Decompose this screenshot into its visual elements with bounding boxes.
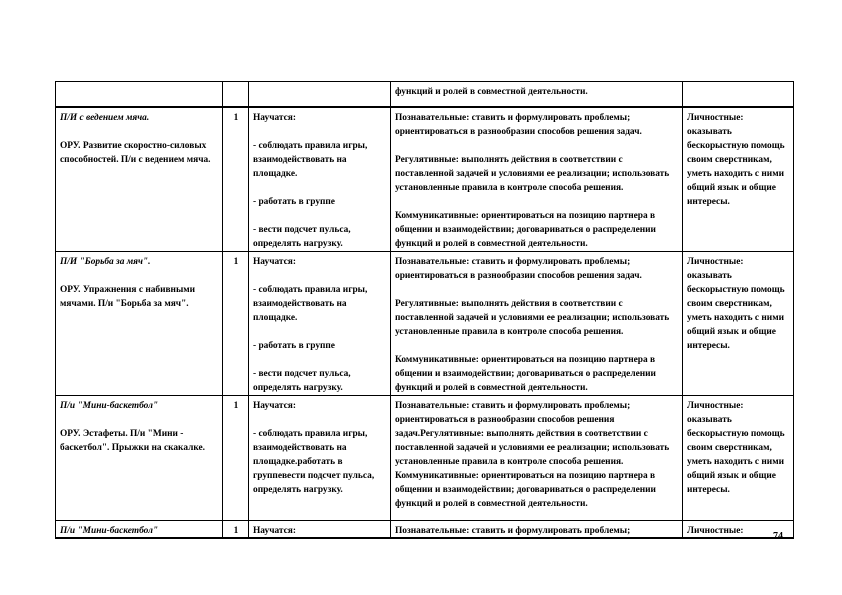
table-row: П/И "Борьба за мяч". ОРУ. Упражнения с на…	[55, 251, 794, 396]
outcomes-cell: Научатся: - соблюдать правила игры, взаи…	[248, 395, 391, 521]
hours-cell: 1	[222, 106, 249, 252]
metasubject-cell: Познавательные: ставить и формулировать …	[390, 106, 683, 252]
lesson-title: П/и "Мини-баскетбол"	[60, 401, 159, 411]
outcomes-cell: Научатся: - соблюдать правила игры, взаи…	[248, 251, 391, 396]
metasubject-cell: Познавательные: ставить и формулировать …	[390, 395, 683, 521]
metasubject-cell: Познавательные: ставить и формулировать …	[390, 520, 683, 539]
page-number: 74	[773, 531, 783, 542]
table-row: П/и "Мини-баскетбол" ОРУ. Эстафеты. П/и "…	[55, 395, 794, 521]
lesson-description: ОРУ. Развитие скоростно-силовых способно…	[60, 141, 211, 165]
hours-cell: 1	[222, 251, 249, 396]
lesson-cell	[55, 81, 223, 108]
outcomes-cell: Научатся: - соблюдать правила игры, взаи…	[248, 106, 391, 252]
outcomes-cell: Научатся:	[248, 520, 391, 539]
lesson-description: ОРУ. Упражнения с набивными мячами. П/и …	[60, 285, 196, 309]
personal-cell: Личностные: оказывать	[682, 520, 794, 539]
metasubject-carryover-text: функций и ролей в совместной деятельност…	[395, 87, 588, 97]
hours-cell: 1	[222, 520, 249, 539]
lesson-cell: П/и "Мини-баскетбол"	[55, 520, 223, 539]
metasubject-cell: Познавательные: ставить и формулировать …	[390, 251, 683, 396]
lesson-cell: П/И "Борьба за мяч". ОРУ. Упражнения с на…	[55, 251, 223, 396]
lesson-title: П/И "Борьба за мяч".	[60, 257, 151, 267]
personal-cell: Личностные: оказывать бескорыстную помощ…	[682, 106, 794, 252]
hours-cell: 1	[222, 395, 249, 521]
personal-cell	[682, 81, 794, 108]
lesson-cell: П/И с ведением мяча. ОРУ. Развитие скорос…	[55, 106, 223, 252]
hours-cell	[222, 81, 249, 108]
lesson-description: ОРУ. Эстафеты. П/и "Мини - баскетбол". П…	[60, 429, 206, 453]
personal-cell: Личностные: оказывать бескорыстную помощ…	[682, 251, 794, 396]
lesson-plan-table: функций и ролей в совместной деятельност…	[55, 81, 794, 539]
outcomes-cell	[248, 81, 391, 108]
lesson-title: П/и "Мини-баскетбол"	[60, 526, 159, 536]
table-row-partial: П/и "Мини-баскетбол" 1 Научатся: Познава…	[55, 520, 794, 539]
lesson-title: П/И с ведением мяча.	[60, 113, 150, 123]
outcomes-text: Научатся:	[253, 526, 296, 536]
personal-text: Личностные: оказывать	[687, 526, 744, 536]
metasubject-cell: функций и ролей в совместной деятельност…	[390, 81, 683, 108]
metasubject-text: Познавательные: ставить и формулировать …	[395, 526, 631, 536]
table-row: П/И с ведением мяча. ОРУ. Развитие скорос…	[55, 106, 794, 252]
lesson-cell: П/и "Мини-баскетбол" ОРУ. Эстафеты. П/и "…	[55, 395, 223, 521]
hours-value: 1	[233, 526, 239, 536]
table-row-carryover: функций и ролей в совместной деятельност…	[55, 81, 794, 108]
personal-cell: Личностные: оказывать бескорыстную помощ…	[682, 395, 794, 521]
